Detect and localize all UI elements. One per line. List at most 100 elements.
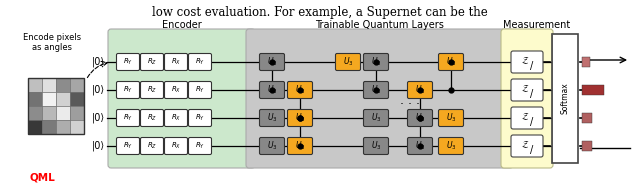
Text: $U_3$: $U_3$ (371, 84, 381, 96)
Text: $U_3$: $U_3$ (267, 112, 277, 124)
FancyBboxPatch shape (116, 110, 140, 127)
FancyBboxPatch shape (501, 29, 553, 168)
FancyBboxPatch shape (364, 110, 388, 127)
FancyBboxPatch shape (364, 137, 388, 154)
FancyBboxPatch shape (189, 137, 211, 154)
Text: $R_Y$: $R_Y$ (123, 85, 133, 95)
FancyBboxPatch shape (141, 82, 163, 98)
Text: $\mathcal{Z}$: $\mathcal{Z}$ (521, 140, 529, 150)
FancyBboxPatch shape (511, 51, 543, 73)
FancyBboxPatch shape (246, 29, 513, 168)
Text: $/$: $/$ (529, 115, 534, 129)
Bar (42, 120, 56, 134)
FancyBboxPatch shape (189, 53, 211, 71)
Bar (582, 141, 592, 151)
Bar (28, 78, 84, 134)
Bar (56, 106, 70, 120)
Text: $U_3$: $U_3$ (371, 140, 381, 152)
Bar (42, 92, 56, 106)
Text: |0⟩: |0⟩ (92, 57, 105, 67)
FancyBboxPatch shape (364, 53, 388, 71)
FancyBboxPatch shape (511, 107, 543, 129)
Text: $/$: $/$ (529, 88, 534, 100)
Bar (70, 120, 84, 134)
Text: $U_3$: $U_3$ (445, 140, 456, 152)
FancyBboxPatch shape (164, 53, 188, 71)
Text: $R_X$: $R_X$ (171, 85, 181, 95)
Text: $U_3$: $U_3$ (445, 56, 456, 68)
Text: |0⟩: |0⟩ (92, 113, 105, 123)
FancyBboxPatch shape (287, 110, 312, 127)
Text: $U_3$: $U_3$ (294, 112, 305, 124)
FancyBboxPatch shape (141, 137, 163, 154)
Bar (28, 120, 42, 134)
Text: Encode pixels
as angles: Encode pixels as angles (23, 33, 81, 52)
FancyBboxPatch shape (259, 137, 285, 154)
Bar (42, 78, 56, 92)
Text: $R_Y$: $R_Y$ (123, 113, 133, 123)
FancyBboxPatch shape (189, 110, 211, 127)
FancyBboxPatch shape (164, 82, 188, 98)
FancyBboxPatch shape (189, 82, 211, 98)
FancyBboxPatch shape (287, 82, 312, 98)
Bar (70, 78, 84, 92)
Text: low cost evaluation. For example, a Supernet can be the: low cost evaluation. For example, a Supe… (152, 6, 488, 19)
Text: · · ·: · · · (400, 98, 420, 111)
Text: |0⟩: |0⟩ (92, 141, 105, 151)
Text: $\mathcal{Z}$: $\mathcal{Z}$ (521, 84, 529, 94)
Text: $U_3$: $U_3$ (415, 140, 426, 152)
Bar (42, 106, 56, 120)
FancyBboxPatch shape (438, 53, 463, 71)
Text: |0⟩: |0⟩ (92, 85, 105, 95)
Text: $U_3$: $U_3$ (342, 56, 353, 68)
Text: Encoder: Encoder (162, 20, 202, 30)
FancyBboxPatch shape (108, 29, 255, 168)
FancyBboxPatch shape (141, 53, 163, 71)
FancyBboxPatch shape (438, 110, 463, 127)
FancyBboxPatch shape (259, 82, 285, 98)
FancyBboxPatch shape (408, 137, 433, 154)
Bar (56, 92, 70, 106)
Text: $R_X$: $R_X$ (171, 57, 181, 67)
Text: $U_3$: $U_3$ (445, 112, 456, 124)
Text: $U_3$: $U_3$ (415, 84, 426, 96)
Bar (582, 85, 604, 95)
Text: $/$: $/$ (529, 144, 534, 157)
FancyBboxPatch shape (164, 110, 188, 127)
Bar (552, 34, 578, 163)
FancyBboxPatch shape (511, 79, 543, 101)
Text: Trainable Quantum Layers: Trainable Quantum Layers (315, 20, 444, 30)
Bar (56, 120, 70, 134)
Text: $R_Z$: $R_Z$ (147, 141, 157, 151)
Bar (582, 113, 592, 123)
Text: QML: QML (30, 173, 56, 183)
Text: $R_X$: $R_X$ (171, 141, 181, 151)
Text: $\mathcal{Z}$: $\mathcal{Z}$ (521, 112, 529, 122)
FancyBboxPatch shape (259, 53, 285, 71)
FancyBboxPatch shape (116, 137, 140, 154)
Text: $R_X$: $R_X$ (171, 113, 181, 123)
FancyBboxPatch shape (511, 135, 543, 157)
Text: $R_Y$: $R_Y$ (195, 113, 205, 123)
Text: $R_Y$: $R_Y$ (123, 57, 133, 67)
Text: $R_Z$: $R_Z$ (147, 85, 157, 95)
FancyBboxPatch shape (141, 110, 163, 127)
Bar (582, 57, 590, 67)
FancyBboxPatch shape (335, 53, 360, 71)
Text: $U_3$: $U_3$ (415, 112, 426, 124)
Text: $R_Y$: $R_Y$ (123, 141, 133, 151)
Text: Softmax: Softmax (561, 83, 570, 114)
Text: $U_3$: $U_3$ (294, 84, 305, 96)
FancyBboxPatch shape (287, 137, 312, 154)
FancyBboxPatch shape (116, 82, 140, 98)
Text: $\mathcal{Z}$: $\mathcal{Z}$ (521, 56, 529, 66)
Bar (70, 92, 84, 106)
FancyBboxPatch shape (408, 82, 433, 98)
Text: $U_3$: $U_3$ (267, 140, 277, 152)
Text: $/$: $/$ (529, 59, 534, 73)
Bar (28, 106, 42, 120)
Text: $U_3$: $U_3$ (267, 56, 277, 68)
Bar (28, 78, 42, 92)
FancyBboxPatch shape (116, 53, 140, 71)
FancyBboxPatch shape (259, 110, 285, 127)
